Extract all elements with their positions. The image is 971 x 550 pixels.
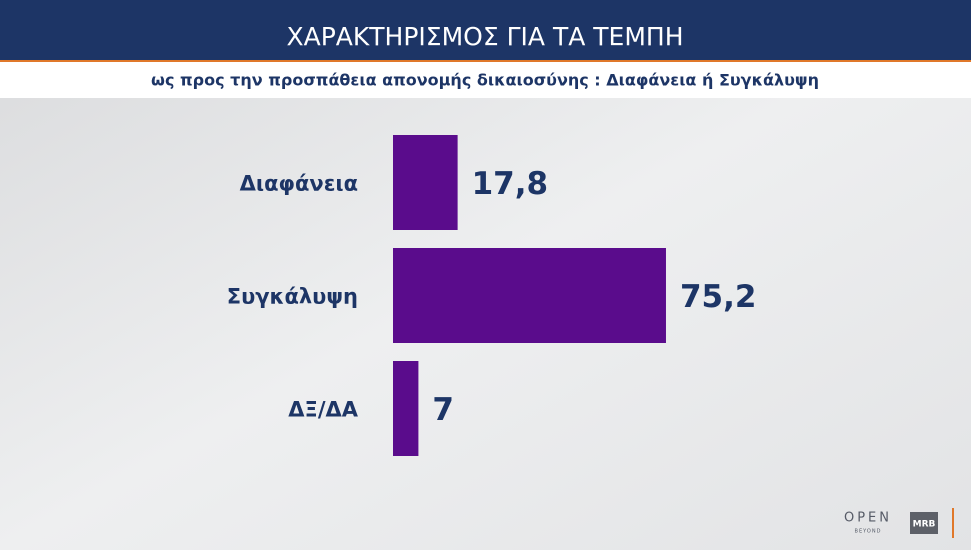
pollster-logo: MRB (913, 520, 936, 530)
pollster-badge (910, 512, 938, 534)
subtitle-band (0, 62, 971, 98)
chart-subtitle: ως προς την προσπάθεια απονομής δικαιοσύ… (151, 71, 819, 90)
bar (393, 361, 419, 456)
header-band (0, 0, 971, 60)
category-label: Διαφάνεια (240, 172, 358, 196)
value-label: 7 (432, 392, 454, 428)
chart-title: ΧΑΡΑΚΤΗΡΙΣΜΟΣ ΓΙΑ ΤΑ ΤΕΜΠΗ (286, 22, 683, 51)
bar (393, 248, 666, 343)
bar (393, 135, 458, 230)
category-label: ΔΞ/ΔΑ (288, 398, 358, 422)
plot: Διαφάνεια 17,8 Συγκάλυψη 75,2 ΔΞ/ΔΑ 7 (227, 135, 757, 456)
channel-logo: OPEN (844, 511, 892, 526)
value-label: 17,8 (472, 166, 549, 202)
logo-divider (952, 508, 954, 538)
header-accent (0, 60, 971, 62)
channel-tagline: BEYOND (855, 529, 882, 535)
category-label: Συγκάλυψη (227, 285, 358, 309)
value-label: 75,2 (680, 279, 757, 315)
